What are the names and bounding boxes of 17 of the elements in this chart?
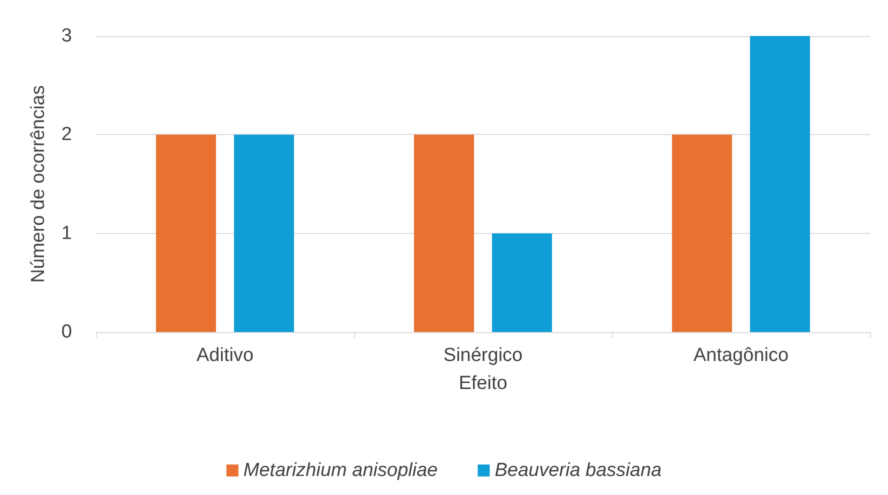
y-axis-title: Número de ocorrências <box>28 85 49 283</box>
y-tick-label: 2 <box>61 124 72 146</box>
y-tick-label: 0 <box>61 322 72 342</box>
bar <box>156 134 216 332</box>
bar <box>414 134 474 332</box>
bar <box>234 134 294 332</box>
legend-label: Metarizhium anisopliae <box>243 460 438 481</box>
x-axis-title: Efeito <box>458 373 508 394</box>
x-tick-label: Antagônico <box>693 345 789 366</box>
bar <box>672 134 732 332</box>
y-tick-label: 1 <box>61 222 72 244</box>
y-tick-label: 3 <box>61 26 72 46</box>
x-tick-label: Sinérgico <box>443 345 523 366</box>
x-tick-label: Aditivo <box>196 345 254 366</box>
bar <box>492 233 552 332</box>
legend-label: Beauveria bassiana <box>494 460 662 481</box>
bar <box>750 36 810 332</box>
